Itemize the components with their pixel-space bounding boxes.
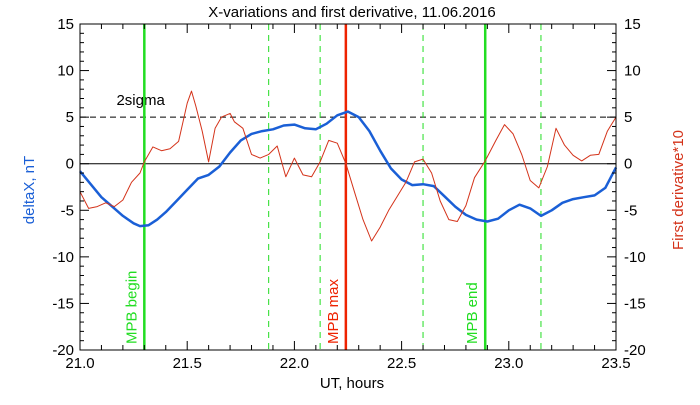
y-tick-label-left: 10	[57, 63, 74, 80]
y-tick-label-left: 15	[57, 16, 74, 33]
y-tick-label-right: -20	[624, 342, 646, 359]
x-tick-label: 23.5	[601, 355, 630, 372]
y-tick-label-right: -10	[624, 249, 646, 266]
x-tick-label: 23.0	[494, 355, 523, 372]
x-tick-label: 22.5	[387, 355, 416, 372]
y-tick-label-right: 5	[624, 109, 632, 126]
y-axis-label-left: deltaX, nT	[21, 156, 38, 224]
threshold-label: 2sigma	[116, 92, 165, 109]
y-axis-label-right: First derivative*10	[670, 130, 687, 250]
y-tick-label-left: -10	[52, 249, 74, 266]
x-tick-label: 21.5	[173, 355, 202, 372]
y-tick-label-left: 0	[66, 156, 74, 173]
derivative-series-line	[79, 90, 617, 242]
y-tick-label-left: -20	[52, 342, 74, 359]
marker-label-1: MPB max	[325, 278, 342, 344]
chart-title: X-variations and first derivative, 11.06…	[208, 4, 495, 21]
y-tick-label-left: -5	[61, 202, 74, 219]
y-tick-label-right: -5	[624, 202, 637, 219]
marker-label-2: MPB end	[464, 282, 481, 344]
plot-area: 2sigma MPB begin MPB max MPB end 21.0 21.5 22.…	[52, 16, 645, 372]
y-tick-label-right: -15	[624, 295, 646, 312]
plot-frame	[79, 23, 617, 351]
marker-label-0: MPB begin	[123, 271, 140, 344]
y-tick-label-right: 0	[624, 156, 632, 173]
deltax-series-line	[79, 110, 618, 228]
y-tick-label-left: -15	[52, 295, 74, 312]
x-tick-label: 21.0	[65, 355, 94, 372]
x-tick-label: 22.0	[280, 355, 309, 372]
y-tick-label-right: 15	[624, 16, 641, 33]
x-axis-label: UT, hours	[320, 375, 384, 392]
y-tick-label-left: 5	[66, 109, 74, 126]
y-tick-label-right: 10	[624, 63, 641, 80]
